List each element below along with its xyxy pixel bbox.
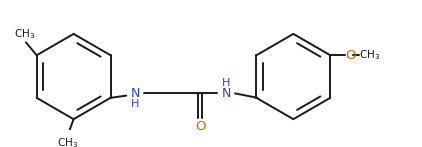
- Text: H: H: [222, 78, 230, 88]
- Text: O: O: [345, 49, 356, 62]
- Text: H: H: [131, 99, 139, 109]
- Text: O: O: [195, 120, 206, 133]
- Text: N: N: [222, 87, 231, 100]
- Text: N: N: [130, 87, 140, 100]
- Text: CH$_3$: CH$_3$: [360, 48, 381, 62]
- Text: CH$_3$: CH$_3$: [57, 136, 78, 147]
- Text: CH$_3$: CH$_3$: [14, 27, 35, 41]
